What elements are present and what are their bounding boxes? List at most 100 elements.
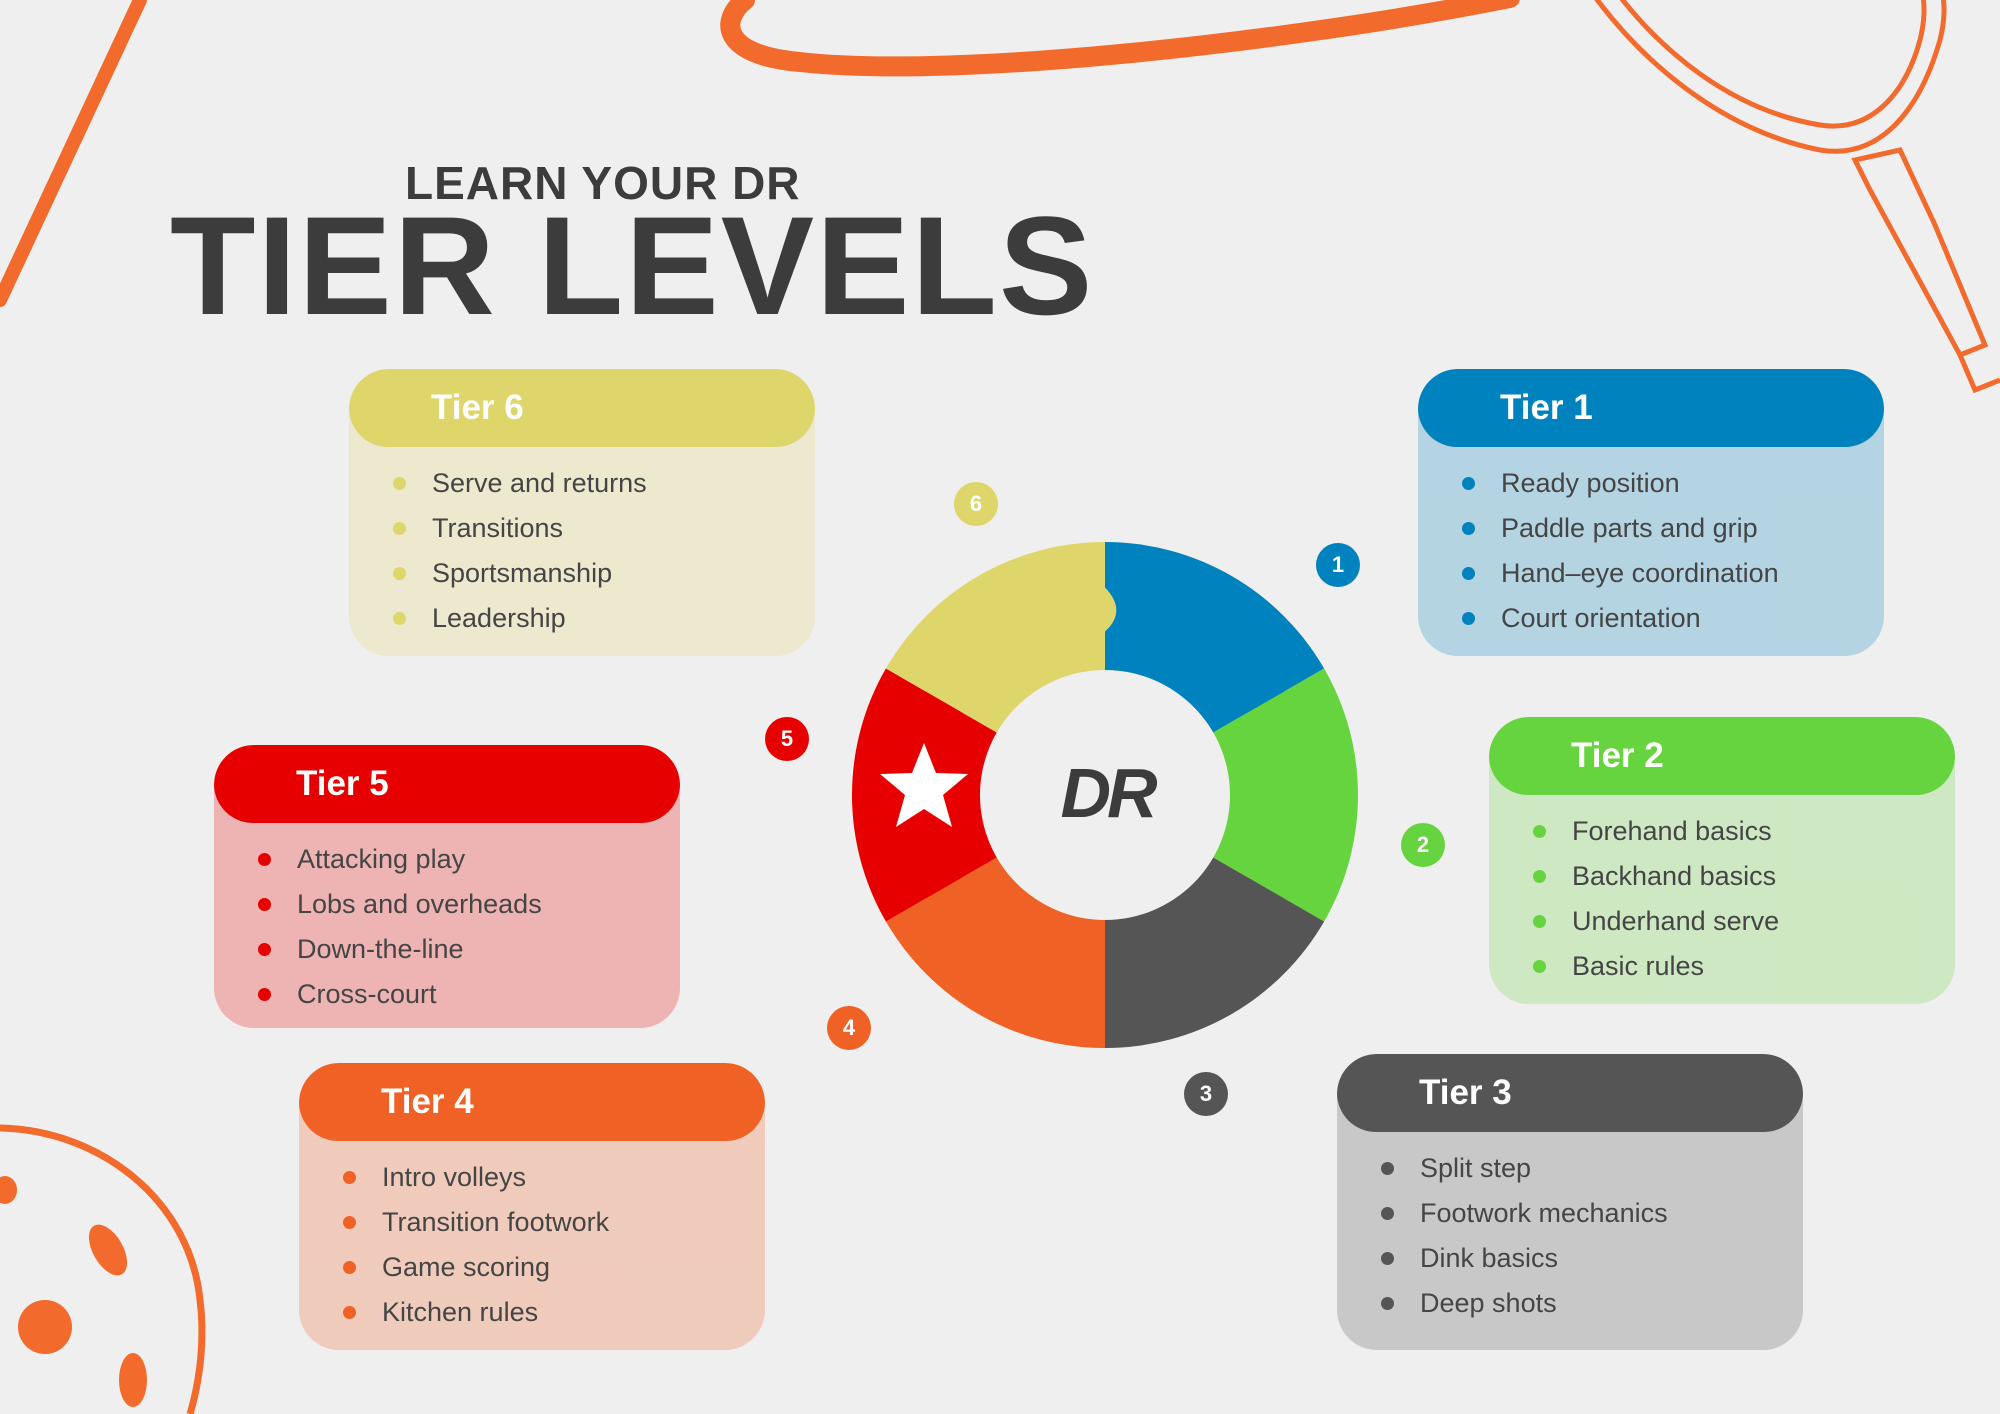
- tier-3-card: Tier 3 Split step Footwork mechanics Dink b…: [1337, 1054, 1803, 1350]
- skill-label: Ready position: [1501, 468, 1680, 498]
- skill-label: Hand–eye coordination: [1501, 558, 1779, 588]
- bullet-dot: [1462, 522, 1475, 535]
- bullet-dot: [1462, 612, 1475, 625]
- tier-5-card: Tier 5 Attacking play Lobs and overheads Do…: [214, 745, 680, 1028]
- list-item: Game scoring: [299, 1245, 765, 1290]
- bullet-dot: [258, 988, 271, 1001]
- tier-1-skills: Ready position Paddle parts and grip Hand–…: [1418, 447, 1884, 641]
- skill-label: Footwork mechanics: [1420, 1198, 1668, 1228]
- skill-label: Underhand serve: [1572, 906, 1780, 936]
- skill-label: Court orientation: [1501, 603, 1701, 633]
- bullet-dot: [343, 1306, 356, 1319]
- skill-label: Sportsmanship: [432, 558, 613, 588]
- bullet-dot: [393, 522, 406, 535]
- tier-6-header: Tier 6: [349, 369, 815, 447]
- bullet-dot: [343, 1261, 356, 1274]
- list-item: Underhand serve: [1489, 899, 1955, 944]
- tier-6-badge: 6: [954, 482, 998, 526]
- bullet-dot: [393, 567, 406, 580]
- wheel-center: [980, 670, 1230, 920]
- bullet-dot: [1381, 1207, 1394, 1220]
- list-item: Lobs and overheads: [214, 882, 680, 927]
- bullet-dot: [1381, 1252, 1394, 1265]
- list-item: Cross-court: [214, 972, 680, 1017]
- bullet-dot: [1533, 915, 1546, 928]
- bullet-dot: [258, 853, 271, 866]
- skill-label: Attacking play: [297, 844, 466, 874]
- skill-label: Split step: [1420, 1153, 1532, 1183]
- tier-5-badge: 5: [765, 717, 809, 761]
- skill-label: Down-the-line: [297, 934, 464, 964]
- orange-swoosh-left: [0, 0, 147, 307]
- skill-label: Deep shots: [1420, 1288, 1557, 1318]
- tier-5-skills: Attacking play Lobs and overheads Down-the…: [214, 823, 680, 1017]
- tier-2-skills: Forehand basics Backhand basics Underhand …: [1489, 795, 1955, 989]
- bullet-dot: [258, 943, 271, 956]
- bullet-dot: [1381, 1162, 1394, 1175]
- star-icon: [880, 743, 968, 827]
- tier-2-header: Tier 2: [1489, 717, 1955, 795]
- skill-label: Dink basics: [1420, 1243, 1559, 1273]
- list-item: Leadership: [349, 596, 815, 641]
- list-item: Ready position: [1418, 461, 1884, 506]
- list-item: Transitions: [349, 506, 815, 551]
- pickleball-paddle-icon: [1594, 0, 2000, 394]
- list-item: Footwork mechanics: [1337, 1191, 1803, 1236]
- tier-5-header: Tier 5: [214, 745, 680, 823]
- tier-1-badge: 1: [1316, 543, 1360, 587]
- bullet-dot: [343, 1171, 356, 1184]
- list-item: Court orientation: [1418, 596, 1884, 641]
- skill-label: Serve and returns: [432, 468, 647, 498]
- tier-6-skills: Serve and returns Transitions Sportsmanshi…: [349, 447, 815, 641]
- skill-label: Leadership: [432, 603, 566, 633]
- skill-label: Paddle parts and grip: [1501, 513, 1758, 543]
- bullet-dot: [258, 898, 271, 911]
- skill-label: Forehand basics: [1572, 816, 1772, 846]
- pickleball-ball-icon: [0, 1124, 206, 1414]
- list-item: Split step: [1337, 1146, 1803, 1191]
- list-item: Attacking play: [214, 837, 680, 882]
- bullet-dot: [1462, 567, 1475, 580]
- list-item: Down-the-line: [214, 927, 680, 972]
- list-item: Kitchen rules: [299, 1290, 765, 1335]
- skill-label: Basic rules: [1572, 951, 1705, 981]
- list-item: Transition footwork: [299, 1200, 765, 1245]
- tier-wheel: DR: [852, 542, 1358, 1048]
- list-item: Hand–eye coordination: [1418, 551, 1884, 596]
- skill-label: Kitchen rules: [382, 1297, 539, 1327]
- tier-3-skills: Split step Footwork mechanics Dink basics D…: [1337, 1132, 1803, 1326]
- dr-logo: DR: [1060, 754, 1162, 832]
- tier-4-badge: 4: [827, 1006, 871, 1050]
- bullet-dot: [343, 1216, 356, 1229]
- wheel-segment-tier-2: [1207, 668, 1358, 922]
- skill-label: Intro volleys: [382, 1162, 527, 1192]
- page-title: TIER LEVELS: [170, 187, 1095, 344]
- tier-2-card: Tier 2 Forehand basics Backhand basics Unde…: [1489, 717, 1955, 1004]
- bullet-dot: [1533, 825, 1546, 838]
- tier-4-card: Tier 4 Intro volleys Transition footwork Ga…: [299, 1063, 765, 1350]
- list-item: Sportsmanship: [349, 551, 815, 596]
- list-item: Intro volleys: [299, 1155, 765, 1200]
- wheel-segment-tier-6: [885, 542, 1117, 736]
- skill-label: Lobs and overheads: [297, 889, 542, 919]
- skill-label: Transitions: [432, 513, 564, 543]
- svg-text:DR: DR: [1060, 754, 1158, 832]
- tier-1-card: Tier 1 Ready position Paddle parts and gri…: [1418, 369, 1884, 656]
- tier-3-header: Tier 3: [1337, 1054, 1803, 1132]
- skill-label: Backhand basics: [1572, 861, 1777, 891]
- list-item: Dink basics: [1337, 1236, 1803, 1281]
- title-line-1: LEARN YOUR DR: [405, 157, 801, 209]
- bullet-dot: [393, 477, 406, 490]
- tier-6-card: Tier 6 Serve and returns Transitions Sports…: [349, 369, 815, 656]
- bullet-dot: [1533, 960, 1546, 973]
- skill-label: Transition footwork: [382, 1207, 610, 1237]
- orange-swoosh-top: [720, 0, 1520, 77]
- list-item: Serve and returns: [349, 461, 815, 506]
- list-item: Forehand basics: [1489, 809, 1955, 854]
- bullet-dot: [1533, 870, 1546, 883]
- wheel-segment-tier-3: [1093, 854, 1325, 1048]
- skill-label: Game scoring: [382, 1252, 551, 1282]
- tier-1-header: Tier 1: [1418, 369, 1884, 447]
- list-item: Paddle parts and grip: [1418, 506, 1884, 551]
- tier-4-header: Tier 4: [299, 1063, 765, 1141]
